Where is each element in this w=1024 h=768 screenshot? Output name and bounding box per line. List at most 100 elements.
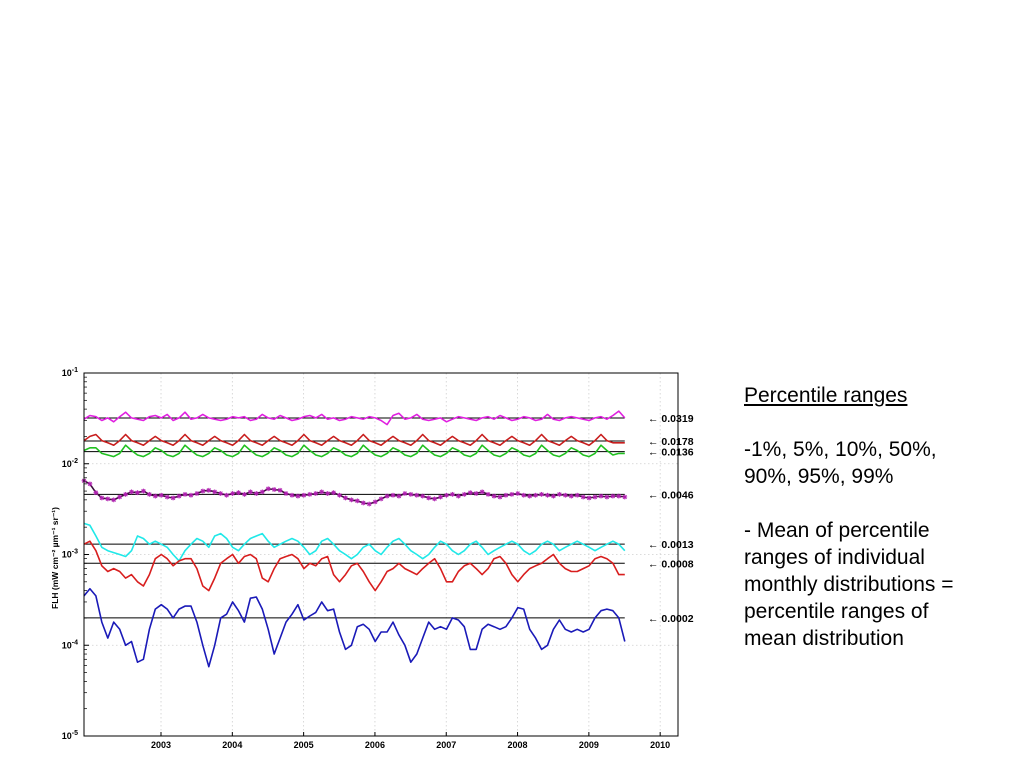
x-tick-label: 2010	[650, 740, 670, 750]
series-point	[444, 492, 449, 498]
series-point	[408, 491, 414, 497]
series-point	[337, 492, 342, 498]
note-line-2: ranges of individual	[744, 546, 925, 569]
percentile-list-line-2: 90%, 95%, 99%	[744, 465, 894, 488]
series-point	[176, 493, 182, 499]
series-point	[170, 495, 176, 501]
series-point	[426, 495, 432, 501]
series-point	[527, 493, 533, 499]
series-point	[467, 490, 473, 496]
series-point	[87, 481, 93, 487]
series-point	[432, 496, 438, 502]
series-point	[479, 489, 485, 495]
series-point	[574, 492, 580, 498]
reference-labels: ← 0.0319 ← 0.0178← 0.0136 ← 0.0046 ← 0.0013…	[648, 413, 694, 625]
x-tick-label: 2007	[436, 740, 456, 750]
series-point	[265, 486, 271, 492]
series-point	[586, 495, 592, 501]
series-point	[277, 487, 283, 493]
series-point	[242, 491, 247, 497]
series-point	[111, 497, 117, 503]
axis-ticks: 2003 2004 2005 2006 2007 2008 2009 2010 10-1 10-2…	[62, 367, 670, 750]
series-line	[83, 479, 625, 505]
series-point	[497, 494, 503, 500]
series-point	[188, 492, 194, 498]
y-tick-label: 10-2	[62, 458, 78, 469]
series-point	[610, 493, 616, 499]
series-point	[146, 491, 152, 497]
series-point	[135, 490, 140, 496]
series-point	[390, 492, 396, 498]
series-point	[200, 488, 206, 494]
series-point	[592, 494, 598, 500]
series-point	[396, 493, 402, 499]
series-point	[182, 491, 188, 497]
spacer	[744, 490, 1019, 517]
series-point	[539, 491, 544, 497]
series-point	[556, 491, 562, 497]
series-line	[83, 433, 625, 447]
series-point	[551, 493, 556, 499]
series-point	[360, 500, 366, 506]
series-point	[224, 492, 230, 498]
series-point	[283, 491, 289, 496]
series-point	[349, 497, 354, 503]
percentile-list-line-1: -1%, 5%, 10%, 50%,	[744, 438, 937, 461]
series-point	[259, 489, 265, 495]
series-point	[158, 492, 164, 498]
series-lines	[81, 410, 628, 668]
series-point	[236, 490, 241, 496]
series-point	[105, 496, 111, 502]
series-point	[622, 494, 628, 500]
series-point	[598, 493, 604, 499]
x-tick-label: 2009	[579, 740, 599, 750]
series-point	[485, 491, 491, 497]
reference-label: ← 0.0046	[648, 489, 694, 501]
reference-label: ← 0.0002	[648, 613, 694, 625]
series-line	[83, 444, 625, 458]
x-tick-label: 2006	[365, 740, 385, 750]
y-axis-label: FLH (mW cm⁻² µm⁻¹ sr⁻¹)	[50, 507, 60, 609]
panel-title: Percentile ranges	[744, 384, 908, 407]
series-point	[491, 493, 497, 499]
x-tick-label: 2005	[294, 740, 314, 750]
series-point	[93, 490, 99, 496]
series-point	[604, 494, 610, 500]
flh-percentile-chart: 2003 2004 2005 2006 2007 2008 2009 2010 10-1 10-2…	[50, 367, 694, 750]
series-point	[521, 492, 527, 498]
series-point	[533, 492, 539, 498]
note-line-5: mean distribution	[744, 627, 904, 650]
series-point	[450, 491, 455, 497]
note-line-4: percentile ranges of	[744, 600, 929, 623]
series-point	[152, 493, 158, 499]
series-point	[253, 491, 259, 496]
series-point	[503, 492, 509, 498]
y-tick-label: 10-4	[62, 639, 78, 650]
series-point	[99, 495, 105, 501]
series-point	[325, 491, 331, 496]
series-point	[473, 491, 479, 496]
series-line	[83, 540, 625, 592]
series-point	[438, 494, 443, 500]
series-point	[307, 491, 313, 497]
series-point	[366, 501, 372, 507]
series-point	[164, 494, 170, 500]
series-point	[354, 498, 360, 504]
series-point	[568, 493, 574, 499]
series-point	[420, 493, 426, 499]
series-point	[616, 493, 622, 499]
reference-label: ← 0.0178	[648, 436, 694, 448]
series-point	[123, 491, 128, 497]
series-point	[378, 496, 384, 502]
series-line	[83, 522, 626, 562]
x-tick-label: 2004	[222, 740, 242, 750]
x-tick-label: 2003	[151, 740, 171, 750]
reference-label: ← 0.0136	[648, 447, 694, 459]
series-point	[212, 489, 218, 495]
series-point	[295, 493, 301, 499]
series-point	[313, 491, 319, 496]
series-point	[545, 492, 550, 498]
series-point	[117, 494, 123, 500]
series-point	[301, 492, 307, 498]
series-point	[247, 489, 253, 495]
